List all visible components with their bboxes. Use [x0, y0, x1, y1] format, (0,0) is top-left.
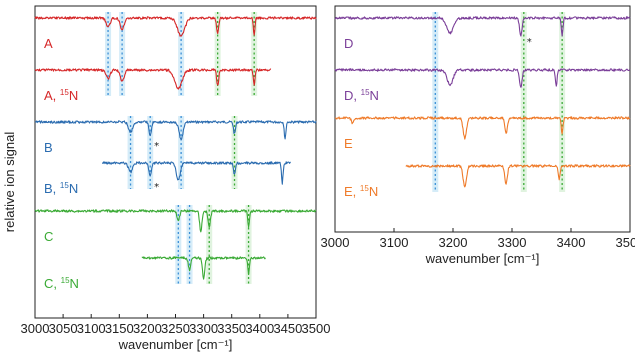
x-tick-label: 3450 [273, 321, 302, 336]
spectrum-trace-e-15n [405, 164, 631, 188]
trace-label: D, 15N [344, 88, 379, 103]
spectrum-trace-b [34, 120, 317, 141]
x-tick-label: 3150 [105, 321, 134, 336]
spectrum-trace-c [34, 209, 317, 233]
trace-label: A, 15N [44, 88, 78, 103]
spectrum-trace-a [34, 16, 317, 37]
asterisk-mark: * [527, 37, 532, 48]
spectrum-trace-d [334, 16, 631, 37]
trace-label: C [44, 229, 53, 244]
x-axis-label: wavenumber [cm⁻¹] [425, 251, 540, 266]
right-chart-panel: D D, 15N E E, 15N * 3000 3100 3200 3300 3400 3500 w… [321, 5, 635, 266]
x-tick-label: 3200 [439, 235, 468, 250]
trace-label: C, 15N [44, 276, 79, 291]
x-tick-label: 3100 [77, 321, 106, 336]
plot-frame [334, 5, 631, 233]
x-tick-label: 3350 [217, 321, 246, 336]
trace-label: D [344, 36, 353, 51]
marker-band [245, 205, 252, 284]
trace-label: E, 15N [344, 184, 378, 199]
marker-band [186, 205, 193, 284]
asterisk-mark: * [154, 182, 159, 193]
spectrum-trace-e [334, 116, 631, 140]
x-tick-label: 3000 [21, 321, 50, 336]
x-tick-label: 3400 [245, 321, 274, 336]
spectrum-trace-d-15n [334, 68, 631, 88]
x-tick-label: 3300 [498, 235, 527, 250]
x-tick-label: 3500 [616, 235, 635, 250]
x-tick-label: 3100 [380, 235, 409, 250]
spectrum-trace-c-15n [141, 256, 266, 280]
asterisk-mark: * [154, 141, 159, 152]
y-axis-label: relative ion signal [2, 132, 17, 233]
trace-label: A [44, 36, 53, 51]
trace-label: B [44, 140, 53, 155]
x-tick-label: 3400 [557, 235, 586, 250]
trace-label: B, 15N [44, 181, 78, 196]
marker-band [206, 205, 213, 284]
x-tick-label: 3500 [302, 321, 331, 336]
x-tick-label: 3250 [161, 321, 190, 336]
marker-band [175, 205, 182, 284]
x-tick-label: 3200 [133, 321, 162, 336]
spectrum-trace-b-15n [101, 161, 291, 185]
x-axis-label: wavenumber [cm⁻¹] [118, 337, 233, 352]
x-tick-label: 3000 [321, 235, 350, 250]
x-tick-label: 3050 [49, 321, 78, 336]
spectrum-trace-a-15n [34, 68, 272, 90]
x-tick-label: 3300 [189, 321, 218, 336]
trace-label: E [344, 136, 353, 151]
